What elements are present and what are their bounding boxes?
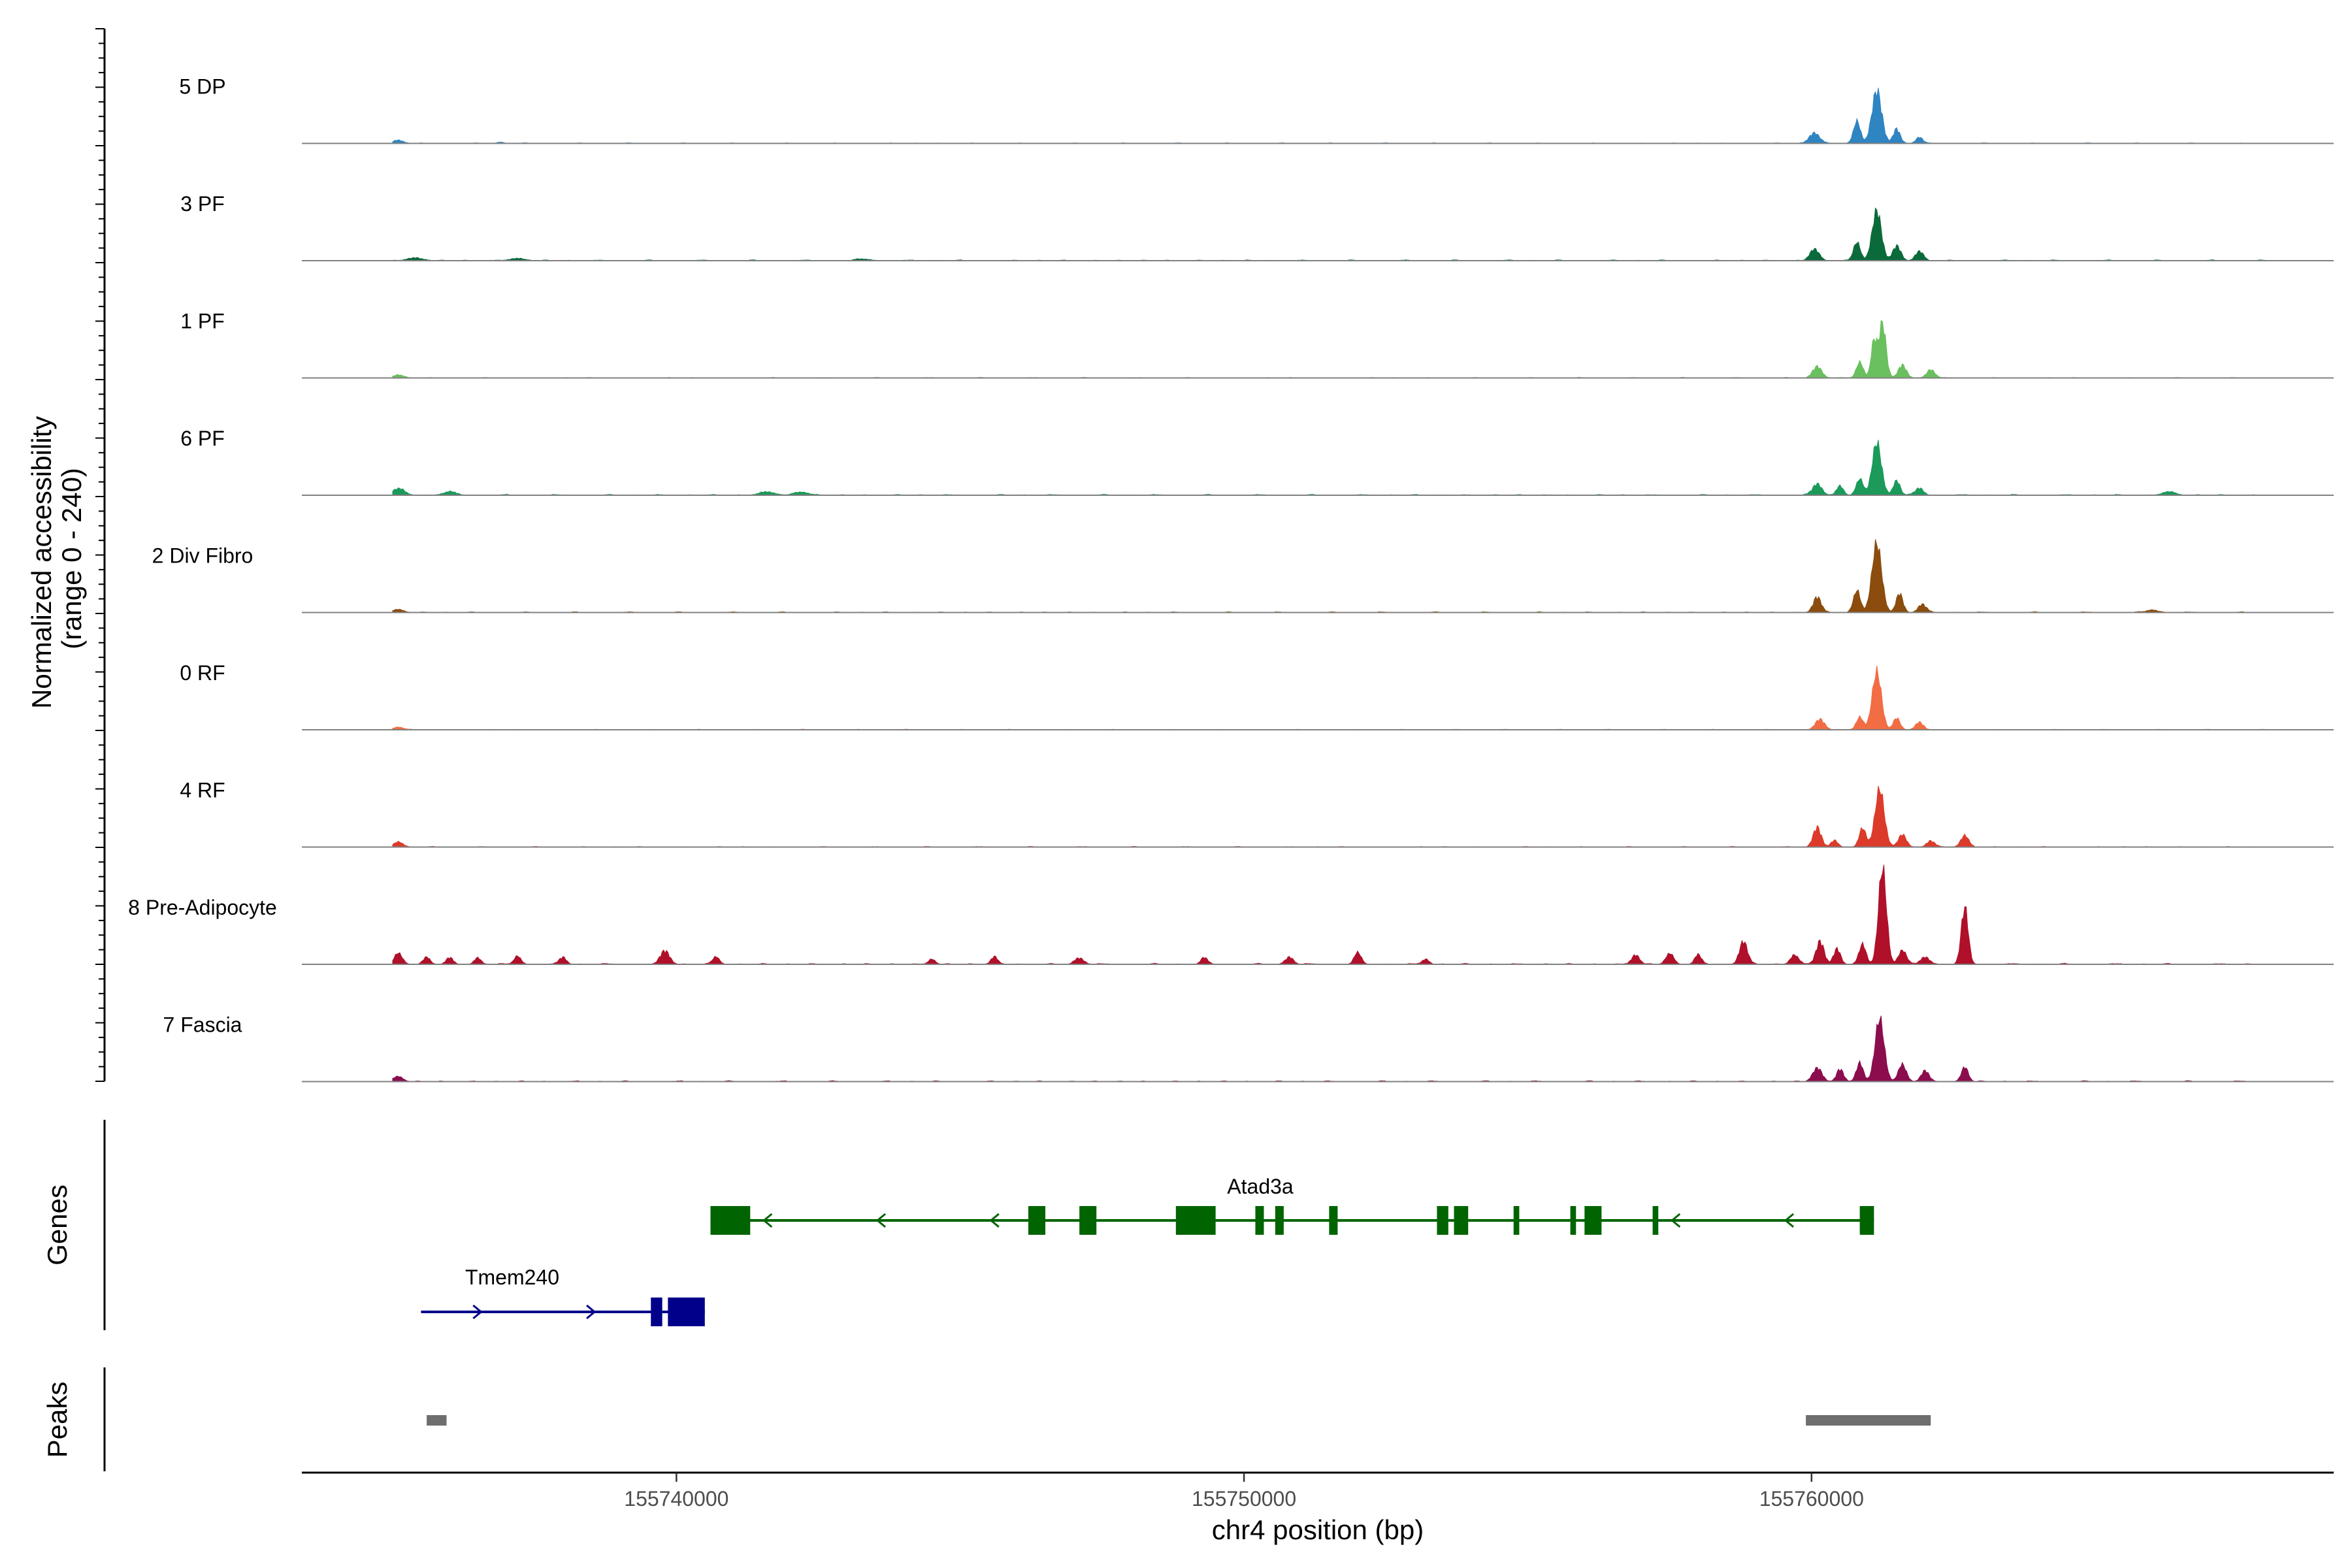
gene-exon <box>1584 1206 1602 1235</box>
coverage-tracks: 5 DP 3 PF 1 PF 6 PF 2 Div Fibro 0 RF 4 RF 8 Pre… <box>128 75 2334 1083</box>
gene-exon <box>1329 1206 1338 1235</box>
gene-exon <box>1513 1206 1520 1235</box>
x-tick-label: 155750000 <box>1192 1487 1296 1511</box>
gene-exon <box>1437 1206 1448 1235</box>
gene-exon <box>1652 1206 1659 1235</box>
gene-exon <box>1859 1206 1874 1235</box>
track-label: 7 Fascia <box>163 1013 242 1037</box>
strand-chevron <box>472 1304 483 1320</box>
peak-region <box>1806 1415 1931 1426</box>
gene-exon <box>1175 1206 1216 1235</box>
coverage-area <box>392 1015 2266 1083</box>
track-label: 3 PF <box>180 192 225 216</box>
track-3-pf: 3 PF <box>180 192 2334 261</box>
track-6-pf: 6 PF <box>180 427 2334 496</box>
peaks-panel: Peaks <box>42 1367 1931 1471</box>
peak-region <box>427 1415 447 1426</box>
gene-exon <box>1454 1206 1469 1235</box>
strand-chevron <box>1784 1213 1794 1228</box>
gene-models: Atad3a Tmem240 <box>421 1175 1874 1326</box>
gene-exon <box>1570 1206 1576 1235</box>
gene-exon <box>1028 1206 1046 1235</box>
track-label: 4 RF <box>180 779 225 802</box>
x-tick-label: 155760000 <box>1759 1487 1864 1511</box>
track-label: 2 Div Fibro <box>152 544 253 568</box>
track-2-div-fibro: 2 Div Fibro <box>152 539 2334 613</box>
coverage-panel: Normalized accessibility (range 0 - 240)… <box>26 28 2334 1083</box>
track-1-pf: 1 PF <box>180 310 2334 379</box>
x-tick-label: 155740000 <box>624 1487 728 1511</box>
strand-chevron <box>875 1213 887 1228</box>
track-0-rf: 0 RF <box>180 661 2334 730</box>
coverage-area <box>392 539 2266 613</box>
genes-panel-label: Genes <box>42 1184 73 1266</box>
strand-chevron <box>762 1213 773 1228</box>
coverage-area <box>392 88 2266 144</box>
gene-exon <box>1079 1206 1097 1235</box>
strand-chevron <box>1670 1213 1681 1228</box>
gene-label: Atad3a <box>1227 1175 1294 1198</box>
track-5-dp: 5 DP <box>179 75 2334 144</box>
track-label: 5 DP <box>179 75 225 99</box>
gene-exon <box>1255 1206 1264 1235</box>
track-4-rf: 4 RF <box>180 779 2334 848</box>
x-axis: 155740000 155750000 155760000 chr4 positio… <box>302 1471 2334 1545</box>
gene-atad3a: Atad3a <box>710 1175 1874 1235</box>
gene-tmem240: Tmem240 <box>421 1266 705 1326</box>
coverage-y-axis-title: Normalized accessibility (range 0 - 240) <box>26 408 87 709</box>
coverage-area <box>392 319 2266 379</box>
coverage-area <box>392 785 2266 848</box>
gene-label: Tmem240 <box>465 1266 559 1289</box>
track-7-fascia: 7 Fascia <box>163 1013 2334 1083</box>
peak-regions <box>427 1415 1931 1426</box>
x-axis-ticks: 155740000 155750000 155760000 <box>624 1473 1864 1511</box>
track-label: 8 Pre-Adipocyte <box>128 896 277 919</box>
coverage-area <box>392 207 2266 261</box>
strand-chevron <box>586 1304 596 1320</box>
coverage-area <box>392 440 2266 496</box>
track-label: 0 RF <box>180 661 225 685</box>
gene-exon <box>668 1298 705 1326</box>
gene-exon <box>1275 1206 1284 1235</box>
coverage-area <box>392 665 2266 730</box>
coverage-y-axis-ticks <box>95 28 105 1082</box>
x-axis-title: chr4 position (bp) <box>1212 1514 1424 1545</box>
track-label: 1 PF <box>180 310 225 333</box>
track-8-pre-adipocyte: 8 Pre-Adipocyte <box>128 864 2334 965</box>
track-label: 6 PF <box>180 427 225 450</box>
strand-chevron <box>989 1213 1000 1228</box>
gene-exon <box>710 1206 751 1235</box>
gene-exon <box>651 1298 662 1326</box>
coverage-area <box>392 864 2266 965</box>
peaks-panel-label: Peaks <box>42 1382 73 1458</box>
genes-panel: Genes Atad3a Tmem240 <box>42 1120 1874 1330</box>
